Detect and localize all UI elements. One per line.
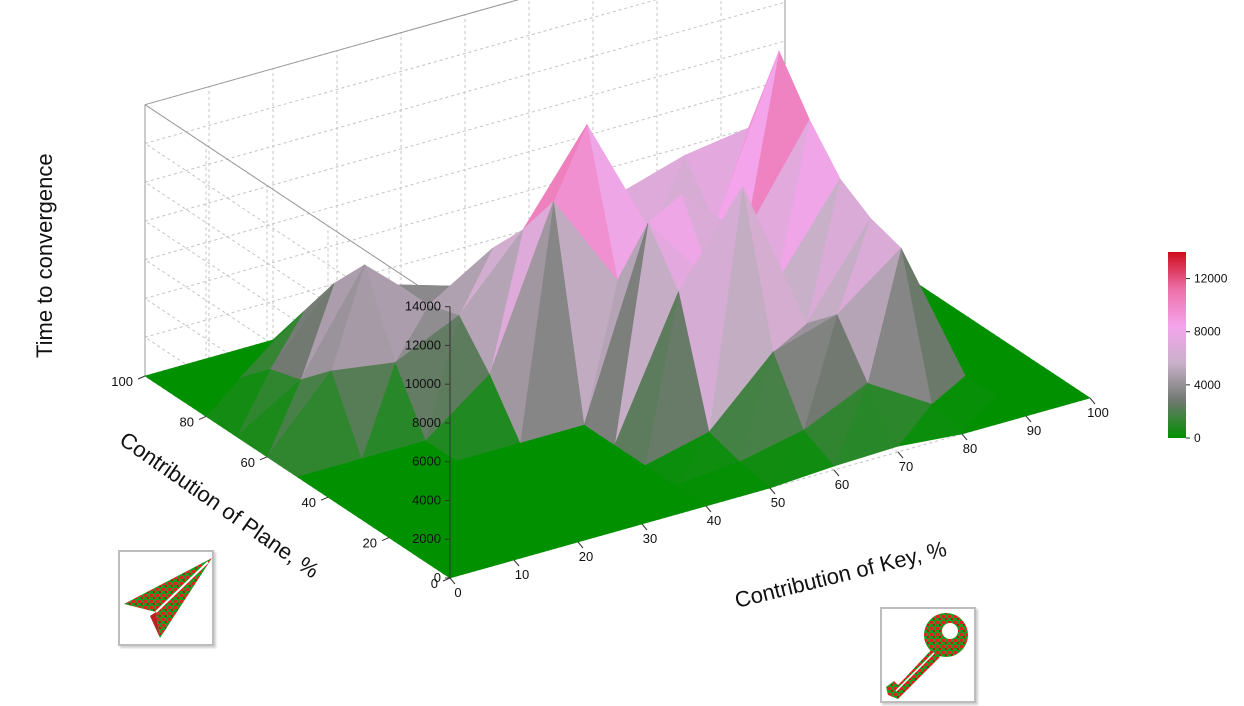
surface-facet <box>205 369 271 438</box>
frame-edge <box>144 0 520 106</box>
z-tick-label: 12000 <box>405 337 441 352</box>
x-tick-label: 0 <box>454 585 461 600</box>
x-axis-tick <box>897 451 904 459</box>
x-axis-tick <box>961 433 968 441</box>
z-tick-label: 2000 <box>412 531 441 546</box>
surface-facet <box>236 379 301 458</box>
x-axis-title: Contribution of Key, % <box>732 536 949 613</box>
paper-plane-icon <box>124 558 212 638</box>
back-wall-gridline <box>144 117 786 299</box>
surface-facet <box>174 377 241 417</box>
x-axis-tick <box>705 505 712 513</box>
surface-facet <box>327 478 393 518</box>
key-icon-box <box>880 607 976 703</box>
back-wall-gridline <box>144 0 657 144</box>
x-axis-tick <box>449 577 456 585</box>
back-wall-gridline <box>144 40 786 222</box>
colorbar-tick-label: 8000 <box>1194 325 1221 339</box>
x-axis-tick <box>1025 415 1032 423</box>
colorbar-tick-label: 12000 <box>1194 272 1228 286</box>
surface-facet <box>418 539 485 579</box>
x-tick-label: 100 <box>1087 405 1109 420</box>
y-axis-tick <box>198 415 207 420</box>
key-icon <box>886 613 968 699</box>
z-tick-label: 4000 <box>412 492 441 507</box>
x-tick-label: 30 <box>643 531 657 546</box>
x-tick-label: 80 <box>963 441 977 456</box>
x-tick-label: 10 <box>515 567 529 582</box>
paper-plane-icon-box <box>118 550 214 646</box>
surface-facet <box>144 357 210 397</box>
x-tick-label: 60 <box>835 477 849 492</box>
back-wall-gridline <box>144 79 786 261</box>
colorbar-tick-label: 0 <box>1194 431 1201 445</box>
colorbar-gradient <box>1168 252 1186 438</box>
surface <box>144 50 1091 579</box>
y-tick-label: 100 <box>111 374 133 389</box>
z-axis-title: Time to convergence <box>32 153 57 358</box>
y-tick-label: 60 <box>241 455 255 470</box>
x-axis-tick <box>769 487 776 495</box>
frame-edge <box>144 104 451 308</box>
colorbar: 0 4000 8000 12000 <box>1168 252 1228 445</box>
surface-facet <box>296 458 363 498</box>
x-axis-tick <box>577 541 584 549</box>
y-axis-tick <box>320 496 329 501</box>
x-axis-tick <box>513 559 520 567</box>
z-tick-label: 8000 <box>412 415 441 430</box>
y-axis-tick <box>442 577 451 582</box>
x-axis-tick <box>833 469 840 477</box>
y-tick-label: 0 <box>431 576 438 591</box>
x-tick-label: 50 <box>771 495 785 510</box>
x-tick-label: 20 <box>579 549 593 564</box>
y-tick-label: 40 <box>302 495 316 510</box>
x-tick-label: 70 <box>899 459 913 474</box>
z-tick-label: 0 <box>434 570 441 585</box>
surface-facet <box>388 519 454 559</box>
y-tick-label: 20 <box>363 536 377 551</box>
x-axis-tick <box>1089 397 1096 405</box>
x-tick-label: 40 <box>707 513 721 528</box>
z-tick-label: 6000 <box>412 454 441 469</box>
axes: 0 2000 4000 6000 8000 10000 12000 14000 0 20 40 60 8… <box>111 299 1109 600</box>
z-tick-label: 10000 <box>405 376 441 391</box>
surface-facet <box>266 370 332 478</box>
y-axis-tick <box>137 375 146 380</box>
x-axis-tick <box>641 523 648 531</box>
y-tick-label: 80 <box>180 414 194 429</box>
y-axis-tick <box>259 456 268 461</box>
x-tick-label: 90 <box>1027 423 1041 438</box>
colorbar-tick-label: 4000 <box>1194 378 1221 392</box>
z-tick-label: 14000 <box>405 299 441 314</box>
back-wall-gridline <box>144 1 786 183</box>
surface-facet <box>357 498 424 538</box>
y-axis-tick <box>381 537 390 542</box>
